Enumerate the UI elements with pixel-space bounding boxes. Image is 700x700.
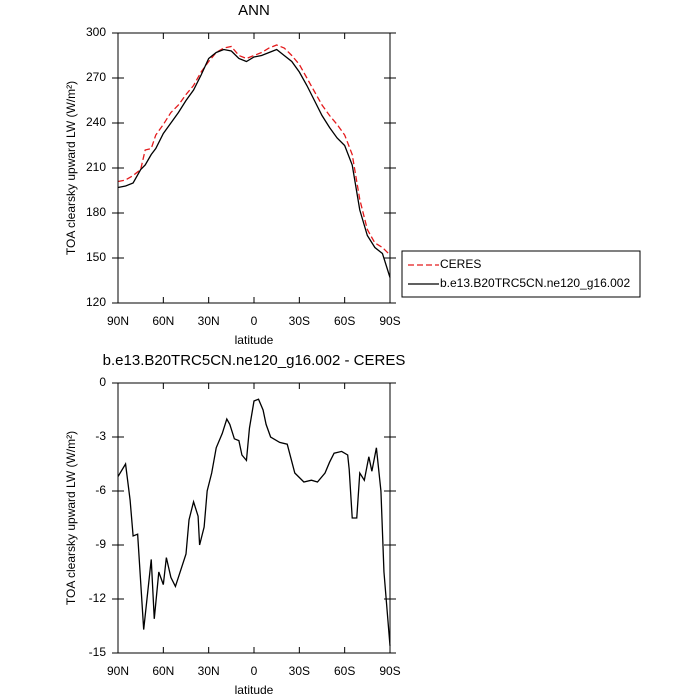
x-tick-label: 90N (107, 664, 129, 678)
x-axis-label: latitude (235, 333, 274, 347)
y-tick-label: 270 (86, 70, 106, 84)
legend-label: b.e13.B20TRC5CN.ne120_g16.002 (440, 276, 630, 290)
x-tick-label: 60S (334, 314, 355, 328)
data-line (117, 44, 391, 256)
chart-title: b.e13.B20TRC5CN.ne120_g16.002 - CERES (103, 352, 406, 369)
data-line (117, 48, 391, 278)
plot-frame (117, 32, 391, 304)
x-tick-label: 90N (107, 314, 129, 328)
y-axis-label: TOA clearsky upward LW (W/m²) (64, 431, 78, 605)
x-tick-label: 30N (198, 314, 220, 328)
y-tick-label: -9 (95, 537, 106, 551)
x-tick-label: 30S (289, 314, 310, 328)
y-tick-label: -3 (95, 429, 106, 443)
y-tick-label: -12 (89, 591, 107, 605)
y-tick-label: 300 (86, 25, 106, 39)
y-tick-label: -15 (89, 645, 107, 659)
x-tick-label: 0 (251, 314, 258, 328)
y-tick-label: -6 (95, 483, 106, 497)
y-tick-label: 240 (86, 115, 106, 129)
legend-box (401, 250, 641, 298)
x-tick-label: 60N (152, 664, 174, 678)
y-tick-label: 180 (86, 205, 106, 219)
x-tick-label: 30S (289, 664, 310, 678)
y-tick-label: 210 (86, 160, 106, 174)
y-tick-label: 120 (86, 295, 106, 309)
plot-frame (117, 382, 391, 654)
x-tick-label: 90S (379, 314, 400, 328)
y-tick-label: 0 (99, 375, 106, 389)
x-tick-label: 90S (379, 664, 400, 678)
chart-title: ANN (238, 2, 270, 19)
x-axis-label: latitude (235, 683, 274, 697)
x-tick-label: 30N (198, 664, 220, 678)
y-axis-label: TOA clearsky upward LW (W/m²) (64, 81, 78, 255)
x-tick-label: 60S (334, 664, 355, 678)
data-line (117, 398, 391, 646)
legend-label: CERES (440, 257, 481, 271)
y-tick-label: 150 (86, 250, 106, 264)
x-tick-label: 0 (251, 664, 258, 678)
x-tick-label: 60N (152, 314, 174, 328)
